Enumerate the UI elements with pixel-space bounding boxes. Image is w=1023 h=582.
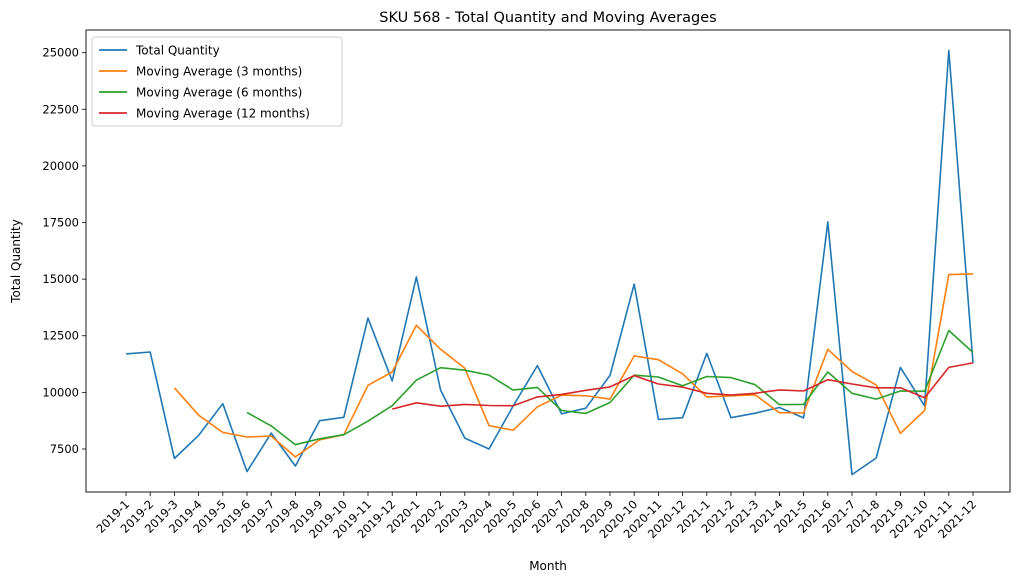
- y-axis: 7500 10000 12500 15000 17500 20000 22500 25000: [42, 46, 86, 456]
- x-axis-label: Month: [529, 559, 567, 573]
- series-line-1: [173, 273, 974, 458]
- legend-label-0: Total Quantity: [135, 44, 220, 58]
- y-tick-label: 12500: [42, 329, 79, 343]
- legend-label-2: Moving Average (6 months): [136, 86, 302, 100]
- legend: Total Quantity Moving Average (3 months) M…: [91, 36, 343, 127]
- series-line-3: [391, 362, 974, 410]
- y-tick-label: 20000: [42, 159, 79, 173]
- series-line-2: [246, 329, 974, 446]
- y-tick-label: 15000: [42, 272, 79, 286]
- plot-frame: [85, 29, 1011, 493]
- x-axis: 2019-12019-22019-32019-42019-52019-62019…: [93, 492, 979, 541]
- y-axis-label: Total Quantity: [9, 219, 23, 304]
- legend-label-3: Moving Average (12 months): [136, 107, 310, 121]
- plot-lines: [125, 49, 974, 476]
- y-tick-label: 22500: [42, 102, 79, 116]
- y-tick-label: 10000: [42, 385, 79, 399]
- legend-label-1: Moving Average (3 months): [136, 65, 302, 79]
- y-tick-label: 7500: [50, 442, 79, 456]
- chart-title: SKU 568 - Total Quantity and Moving Aver…: [379, 10, 716, 26]
- y-tick-label: 25000: [42, 46, 79, 60]
- legend-box: [91, 36, 343, 127]
- series-line-0: [125, 49, 974, 476]
- y-tick-label: 17500: [42, 216, 79, 230]
